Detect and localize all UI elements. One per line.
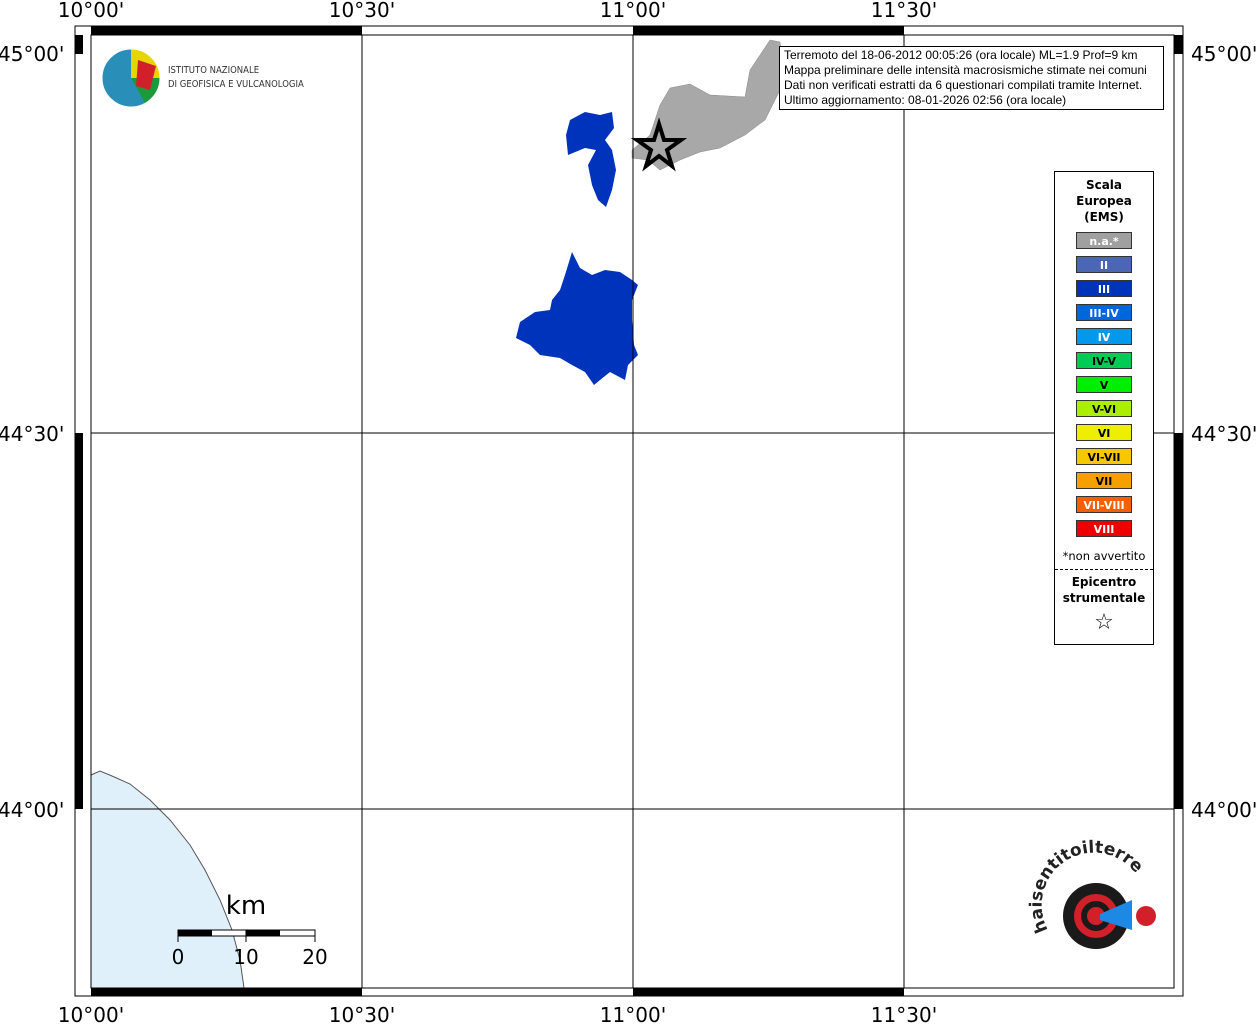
ingv-line2: DI GEOFISICA E VULCANOLOGIA xyxy=(168,79,304,90)
epicentre-legend: Epicentro strumentale xyxy=(1055,574,1153,606)
info-line: Mappa preliminare delle intensità macros… xyxy=(784,63,1147,77)
graticule xyxy=(91,35,1174,988)
right-label: 45°00' xyxy=(1191,42,1256,66)
bottom-label: 11°00' xyxy=(600,1003,666,1024)
top-label: 10°00' xyxy=(58,0,124,22)
scale-unit: km xyxy=(226,891,266,921)
top-label: 11°30' xyxy=(871,0,937,22)
right-label: 44°30' xyxy=(1191,422,1256,446)
event-info-box: Terremoto del 18-06-2012 00:05:26 (ora l… xyxy=(779,46,1164,110)
top-label: 10°30' xyxy=(329,0,395,22)
legend-swatch: VI-VII xyxy=(1076,448,1132,465)
scale-tick: 10 xyxy=(233,945,258,969)
legend-swatch: VIII xyxy=(1076,520,1132,537)
legend-swatch: IV-V xyxy=(1076,352,1132,369)
municipality-intensity-III xyxy=(566,112,616,207)
left-label: 44°00' xyxy=(0,798,64,822)
legend-swatch: III-IV xyxy=(1076,304,1132,321)
info-line: Dati non verificati estratti da 6 questi… xyxy=(784,78,1143,92)
intensity-legend: Scala Europea (EMS) n.a.* II III III-IV IV IV… xyxy=(1054,171,1154,645)
info-line: Ultimo aggiornamento: 08-01-2026 02:56 (… xyxy=(784,93,1067,107)
legend-swatch: II xyxy=(1076,256,1132,273)
scale-bar xyxy=(177,929,316,942)
epicentre-label: Epicentro xyxy=(1071,575,1137,589)
ingv-line1: ISTITUTO NAZIONALE xyxy=(168,65,260,76)
legend-title-line: (EMS) xyxy=(1084,210,1124,224)
bottom-label: 10°30' xyxy=(329,1003,395,1024)
scale-tick: 20 xyxy=(302,945,327,969)
frame-ticks xyxy=(75,26,1183,996)
legend-title-line: Scala xyxy=(1085,178,1123,192)
sea-area xyxy=(90,770,245,989)
municipality-not-available xyxy=(631,39,786,171)
top-label: 11°00' xyxy=(600,0,666,22)
bottom-label: 10°00' xyxy=(58,1003,124,1024)
legend-swatch: VII xyxy=(1076,472,1132,489)
scale-tick: 0 xyxy=(172,945,185,969)
map-frame xyxy=(74,25,1184,997)
ingv-logo-icon xyxy=(101,48,161,108)
ingv-name: ISTITUTO NAZIONALE DI GEOFISICA E VULCAN… xyxy=(168,64,304,92)
legend-swatch: V xyxy=(1076,376,1132,393)
left-label: 45°00' xyxy=(0,42,64,66)
legend-title: Scala Europea (EMS) xyxy=(1055,177,1153,225)
legend-swatch: III xyxy=(1076,280,1132,297)
info-line: Terremoto del 18-06-2012 00:05:26 (ora l… xyxy=(784,48,1138,62)
legend-swatch: n.a.* xyxy=(1076,232,1132,249)
legend-swatch: IV xyxy=(1076,328,1132,345)
legend-swatch: V-VI xyxy=(1076,400,1132,417)
right-label: 44°00' xyxy=(1191,798,1256,822)
legend-note: *non avvertito xyxy=(1062,549,1146,563)
epicentre-star-icon xyxy=(630,117,688,172)
legend-swatch: VI xyxy=(1076,424,1132,441)
legend-title-line: Europea xyxy=(1076,194,1132,208)
epicentre-label: strumentale xyxy=(1062,591,1146,605)
legend-swatch: VII-VIII xyxy=(1076,496,1132,513)
municipality-intensity-III xyxy=(516,252,638,385)
left-label: 44°30' xyxy=(0,422,64,446)
star-icon: ☆ xyxy=(1094,610,1114,635)
bottom-label: 11°30' xyxy=(871,1003,937,1024)
